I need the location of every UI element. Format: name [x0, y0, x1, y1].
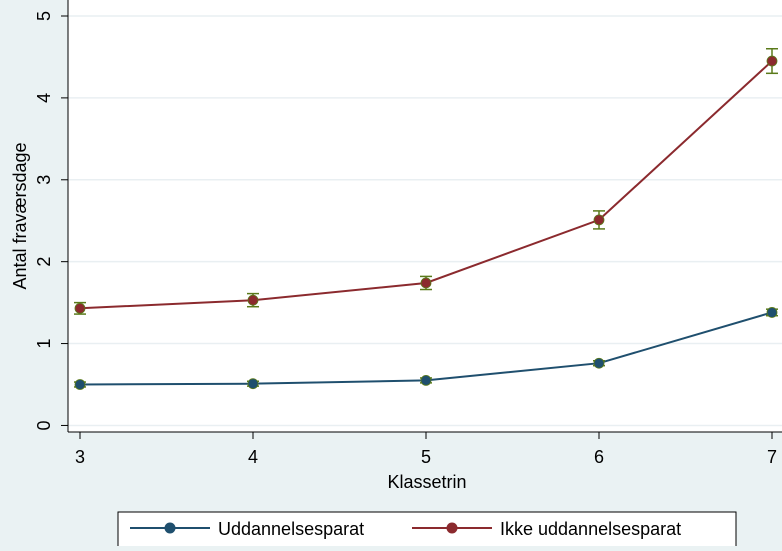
x-tick-label: 3	[75, 447, 85, 467]
data-point	[74, 302, 86, 314]
y-tick-label: 0	[34, 420, 54, 430]
y-tick-label: 3	[34, 175, 54, 185]
data-point	[247, 294, 259, 306]
axis-ticks: 0 1 2 3 4 5 3 4 5 6 7	[34, 11, 777, 467]
data-point	[247, 378, 259, 390]
y-axis-title: Antal fraværsdage	[10, 142, 30, 289]
x-tick-label: 5	[421, 447, 431, 467]
data-point	[593, 357, 605, 369]
data-point	[766, 307, 778, 318]
data-point	[74, 379, 86, 390]
x-tick-label: 7	[767, 447, 777, 467]
legend: Uddannelsesparat Ikke uddannelsesparat	[117, 511, 737, 551]
legend-label-series-1: Uddannelsesparat	[218, 519, 364, 539]
data-point	[420, 375, 432, 386]
y-tick-label: 5	[34, 11, 54, 21]
legend-marker-series-2	[446, 522, 458, 534]
legend-marker-series-1	[164, 522, 176, 534]
y-tick-label: 1	[34, 339, 54, 349]
y-tick-label: 2	[34, 257, 54, 267]
data-point	[766, 55, 778, 67]
plot-area	[68, 0, 782, 432]
legend-label-series-2: Ikke uddannelsesparat	[500, 519, 681, 539]
data-points	[74, 55, 778, 390]
data-point	[420, 277, 432, 289]
legend-box	[117, 511, 737, 551]
y-tick-label: 4	[34, 93, 54, 103]
gridlines	[68, 15, 782, 427]
x-tick-label: 4	[248, 447, 258, 467]
x-tick-label: 6	[594, 447, 604, 467]
x-axis-title: Klassetrin	[387, 472, 466, 492]
data-point	[593, 214, 605, 226]
